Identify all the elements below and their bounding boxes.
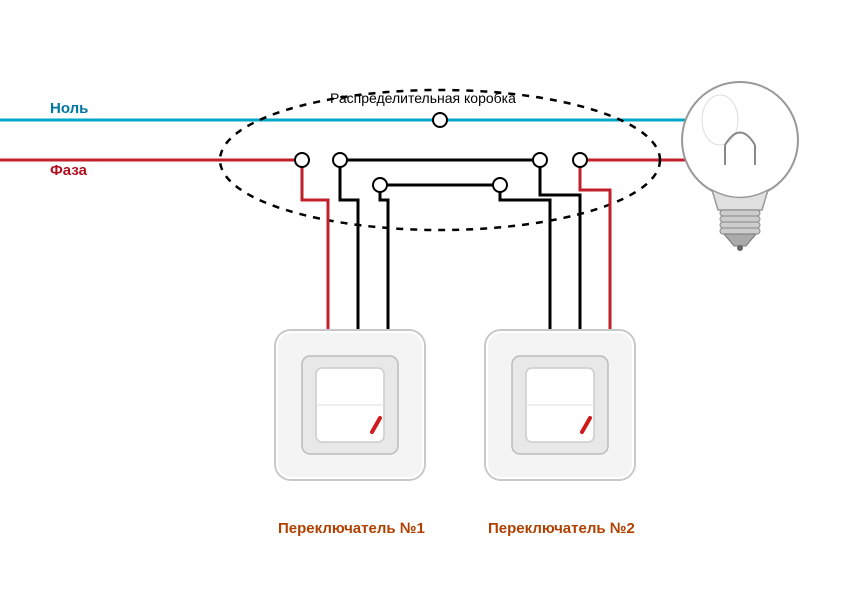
sw2-traveler-b (540, 160, 580, 332)
sw1-traveler-b (380, 185, 388, 332)
sw2-traveler-a (500, 185, 550, 332)
switch-2 (485, 330, 635, 480)
label-phase: Фаза (50, 162, 87, 179)
light-bulb (682, 82, 798, 251)
sw1-common-wire (302, 160, 328, 332)
label-junction-box: Распределительная коробка (330, 90, 516, 106)
wiring-diagram (0, 0, 846, 589)
label-switch-2: Переключатель №2 (488, 520, 635, 537)
label-neutral: Ноль (50, 100, 88, 117)
label-switch-1: Переключатель №1 (278, 520, 425, 537)
sw2-common-wire (580, 160, 610, 332)
sw1-traveler-a (340, 160, 358, 332)
switch-1 (275, 330, 425, 480)
